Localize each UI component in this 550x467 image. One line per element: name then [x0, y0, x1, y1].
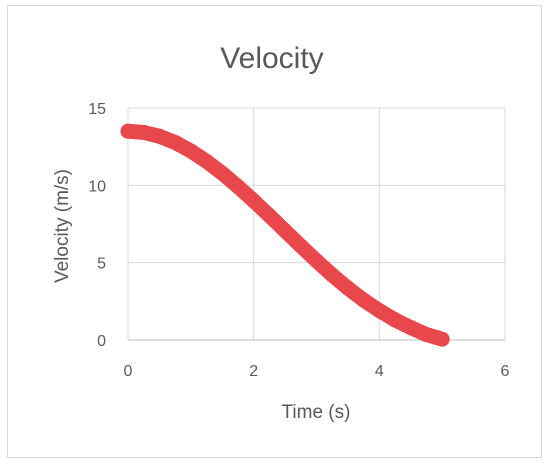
chart-title: Velocity	[220, 42, 323, 75]
data-point	[183, 143, 199, 159]
data-point	[418, 327, 434, 343]
data-point	[246, 193, 262, 209]
data-point	[371, 303, 387, 319]
x-tick-label: 2	[249, 363, 258, 380]
data-point	[261, 208, 277, 224]
data-point	[214, 165, 230, 181]
data-point	[403, 320, 419, 336]
data-point	[340, 280, 356, 296]
data-point	[387, 312, 403, 328]
data-point	[151, 128, 167, 144]
data-point	[277, 223, 293, 239]
y-tick-label: 0	[97, 333, 106, 350]
data-point	[230, 179, 246, 195]
x-tick-label: 0	[124, 363, 133, 380]
data-point	[167, 134, 183, 150]
data-series	[120, 123, 450, 347]
grid-lines	[127, 107, 506, 340]
data-point	[120, 123, 136, 139]
data-point	[309, 253, 324, 269]
x-tick-label: 4	[375, 363, 384, 380]
data-point	[293, 238, 309, 254]
data-point	[324, 267, 340, 283]
y-tick-label: 5	[97, 256, 106, 273]
y-tick-label: 15	[88, 101, 106, 118]
chart-frame	[7, 5, 542, 458]
x-tick-label: 6	[501, 363, 510, 380]
tick-labels: 0 5 10 15 0 2 4 6	[88, 101, 509, 380]
data-point	[199, 153, 215, 169]
y-tick-label: 10	[88, 178, 106, 195]
x-axis-label: Time (s)	[282, 402, 351, 423]
data-point	[356, 292, 372, 308]
data-point	[434, 331, 450, 347]
y-axis-label: Velocity (m/s)	[52, 169, 73, 283]
data-point	[136, 124, 152, 140]
